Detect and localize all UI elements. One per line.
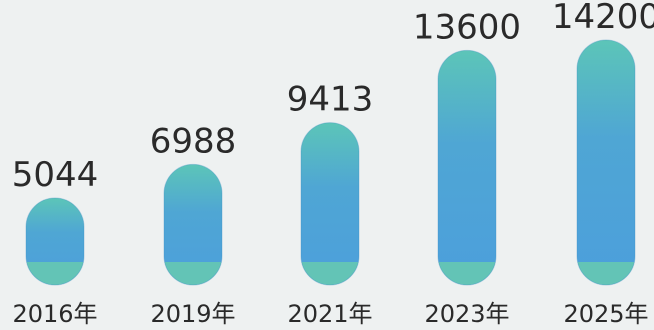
value-label: 9413 [287,80,374,120]
bar-2021年 [300,122,360,286]
bar-base [301,262,359,285]
bar-2023年 [437,49,497,286]
category-labels: 2016年 2019年 2021年 2023年 2025年 [12,300,648,328]
bar-base [26,262,84,285]
bar-2025年 [576,39,636,286]
value-labels: 5044 6988 9413 13600 14200 [12,0,654,195]
bar-outline [163,163,223,286]
bar-2019年 [163,163,223,286]
category-label: 2025年 [563,300,648,328]
value-label: 14200 [552,0,654,37]
bars [25,39,636,286]
category-label: 2023年 [424,300,509,328]
bar-outline [437,49,497,286]
bar-outline [25,197,85,286]
value-label: 13600 [413,7,521,47]
bar-body [438,50,496,285]
value-label: 5044 [12,155,99,195]
bar-body [301,122,359,285]
category-label: 2021年 [287,300,372,328]
category-label: 2016年 [12,300,97,328]
bar-base [164,262,222,285]
bar-base [577,262,635,285]
bar-2016年 [25,197,85,286]
bar-outline [576,39,636,286]
value-label: 6988 [150,121,237,161]
bar-body [577,40,635,285]
bar-outline [300,122,360,286]
category-label: 2019年 [150,300,235,328]
bar-base [438,262,496,285]
